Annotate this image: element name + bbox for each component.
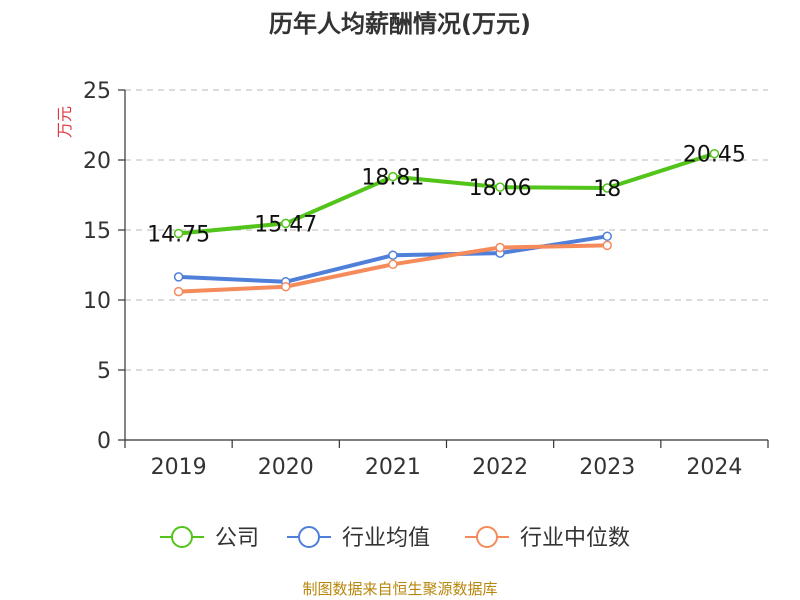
chart-title: 历年人均薪酬情况(万元)	[269, 10, 531, 38]
data-label-2023: 18	[593, 177, 621, 202]
series-2-point-2021	[388, 259, 398, 270]
data-label-2020: 15.47	[254, 212, 317, 237]
series-2-point-2019	[173, 286, 184, 297]
series-2-point-2023	[602, 240, 612, 251]
legend-item-1[interactable]: 行业均值	[287, 526, 430, 551]
y-tick-label-5: 5	[97, 359, 111, 384]
y-tick-label-0: 0	[97, 429, 111, 454]
y-tick-label-15: 15	[83, 219, 111, 244]
legend-marker-2	[476, 526, 498, 548]
legend-item-2[interactable]: 行业中位数	[465, 526, 630, 551]
data-label-2021: 18.81	[361, 166, 424, 191]
series-1-point-2019	[173, 272, 184, 282]
x-tick-label-2020: 2020	[258, 455, 314, 480]
y-tick-label-10: 10	[83, 289, 111, 314]
series-1-point-2021	[388, 250, 398, 260]
data-label-2024: 20.45	[683, 143, 746, 168]
data-label-2019: 14.75	[147, 223, 210, 248]
series-0-point-2022	[495, 182, 505, 192]
series-0-point-2021	[388, 171, 398, 182]
legend-label-2: 行业中位数	[520, 526, 630, 551]
series-0-point-2023	[602, 183, 612, 193]
legend-marker-1	[298, 526, 320, 548]
x-tick-label-2019: 2019	[151, 455, 207, 480]
x-tick-label-2021: 2021	[365, 455, 421, 480]
series-0-point-2019	[173, 228, 184, 239]
legend-label-0: 公司	[215, 526, 259, 551]
series-2-point-2020	[281, 281, 291, 292]
legend-marker-0	[171, 526, 193, 548]
series-2-point-2022	[495, 242, 505, 253]
x-tick-label-2024: 2024	[686, 455, 742, 480]
y-axis-label: 万元	[55, 106, 74, 138]
data-label-2022: 18.06	[469, 176, 532, 201]
y-tick-label-25: 25	[83, 79, 111, 104]
series-line-0	[178, 151, 716, 236]
y-tick-label-20: 20	[83, 149, 111, 174]
x-tick-label-2022: 2022	[472, 455, 528, 480]
legend-item-0[interactable]: 公司	[160, 526, 259, 551]
data-source-note: 制图数据来自恒生聚源数据库	[302, 580, 498, 598]
series-0-point-2024	[709, 148, 720, 159]
legend-label-1: 行业均值	[342, 526, 430, 551]
series-0-point-2020	[281, 218, 291, 229]
series-1-point-2023	[602, 231, 612, 242]
x-tick-label-2023: 2023	[579, 455, 635, 480]
